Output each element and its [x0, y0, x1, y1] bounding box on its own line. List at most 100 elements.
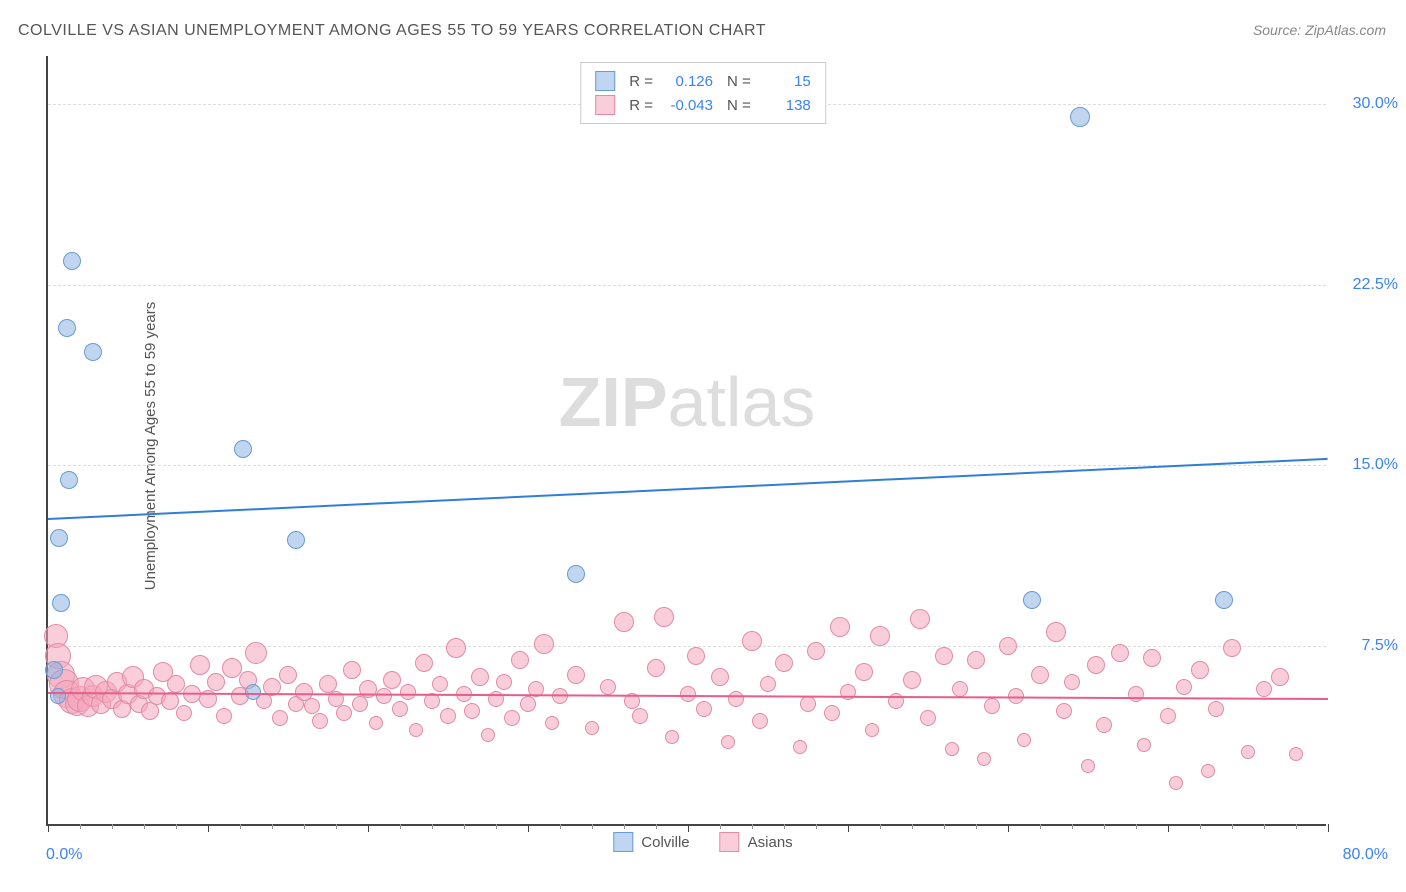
scatter-point: [545, 716, 559, 730]
scatter-point: [967, 651, 985, 669]
x-tick-minor: [944, 824, 945, 829]
x-tick-minor: [400, 824, 401, 829]
x-tick: [48, 824, 49, 832]
source-attribution: Source: ZipAtlas.com: [1253, 22, 1386, 38]
gridline: [48, 285, 1326, 286]
scatter-point: [1143, 649, 1161, 667]
y-tick-label: 30.0%: [1353, 95, 1398, 113]
x-tick: [368, 824, 369, 832]
scatter-point: [58, 319, 76, 337]
scatter-point: [1201, 764, 1215, 778]
legend-label-series2: Asians: [748, 834, 793, 851]
scatter-point: [279, 666, 297, 684]
n-label: N =: [727, 97, 751, 114]
scatter-point: [167, 675, 185, 693]
r-label: R =: [629, 73, 653, 90]
scatter-point: [807, 642, 825, 660]
scatter-point: [415, 654, 433, 672]
scatter-point: [1046, 622, 1066, 642]
x-tick-minor: [560, 824, 561, 829]
x-tick-minor: [784, 824, 785, 829]
scatter-point: [614, 612, 634, 632]
x-tick-minor: [592, 824, 593, 829]
scatter-point: [45, 661, 63, 679]
scatter-point: [1208, 701, 1224, 717]
x-tick-minor: [1200, 824, 1201, 829]
scatter-point: [1081, 759, 1095, 773]
x-tick-minor: [432, 824, 433, 829]
x-tick-minor: [976, 824, 977, 829]
scatter-point: [245, 642, 267, 664]
scatter-point: [711, 668, 729, 686]
x-tick-minor: [816, 824, 817, 829]
scatter-point: [824, 705, 840, 721]
watermark-light: atlas: [668, 363, 816, 441]
legend-item-series1: Colville: [613, 832, 689, 852]
n-label: N =: [727, 73, 751, 90]
x-tick: [1168, 824, 1169, 832]
scatter-point: [534, 634, 554, 654]
x-tick-minor: [1040, 824, 1041, 829]
scatter-point: [245, 684, 261, 700]
scatter-point: [793, 740, 807, 754]
scatter-point: [945, 742, 959, 756]
x-tick-minor: [880, 824, 881, 829]
scatter-point: [287, 531, 305, 549]
scatter-point: [1160, 708, 1176, 724]
scatter-point: [1111, 644, 1129, 662]
scatter-point: [234, 440, 252, 458]
scatter-point: [728, 691, 744, 707]
scatter-point: [760, 676, 776, 692]
x-tick-minor: [496, 824, 497, 829]
scatter-point: [1169, 776, 1183, 790]
scatter-point: [464, 703, 480, 719]
x-tick-minor: [656, 824, 657, 829]
scatter-point: [1176, 679, 1192, 695]
legend-stats: R = 0.126 N = 15 R = -0.043 N = 138: [580, 62, 826, 124]
x-tick-minor: [720, 824, 721, 829]
scatter-point: [865, 723, 879, 737]
y-tick-label: 15.0%: [1353, 456, 1398, 474]
x-tick-minor: [80, 824, 81, 829]
x-axis-label-min: 0.0%: [46, 846, 82, 864]
trend-line: [48, 458, 1328, 520]
r-value-series2: -0.043: [661, 97, 713, 114]
scatter-point: [60, 471, 78, 489]
x-tick-minor: [304, 824, 305, 829]
scatter-point: [511, 651, 529, 669]
scatter-point: [520, 696, 536, 712]
scatter-point: [742, 631, 762, 651]
scatter-point: [432, 676, 448, 692]
scatter-point: [567, 565, 585, 583]
x-tick-minor: [1072, 824, 1073, 829]
x-tick: [1328, 824, 1329, 832]
watermark-bold: ZIP: [559, 363, 668, 441]
scatter-point: [84, 343, 102, 361]
scatter-point: [870, 626, 890, 646]
scatter-point: [752, 713, 768, 729]
scatter-point: [1056, 703, 1072, 719]
scatter-point: [999, 637, 1017, 655]
scatter-point: [1031, 666, 1049, 684]
scatter-point: [903, 671, 921, 689]
r-value-series1: 0.126: [661, 73, 713, 90]
scatter-point: [471, 668, 489, 686]
scatter-point: [1096, 717, 1112, 733]
scatter-point: [63, 252, 81, 270]
scatter-point: [696, 701, 712, 717]
legend-item-series2: Asians: [720, 832, 793, 852]
scatter-point: [1087, 656, 1105, 674]
x-tick-minor: [112, 824, 113, 829]
scatter-point: [920, 710, 936, 726]
scatter-point: [383, 671, 401, 689]
legend-swatch-series1-bottom: [613, 832, 633, 852]
x-tick-minor: [1136, 824, 1137, 829]
x-tick-minor: [176, 824, 177, 829]
scatter-point: [161, 692, 179, 710]
gridline: [48, 646, 1326, 647]
scatter-point: [50, 688, 66, 704]
scatter-point: [647, 659, 665, 677]
scatter-point: [1256, 681, 1272, 697]
scatter-point: [1137, 738, 1151, 752]
scatter-point: [1241, 745, 1255, 759]
